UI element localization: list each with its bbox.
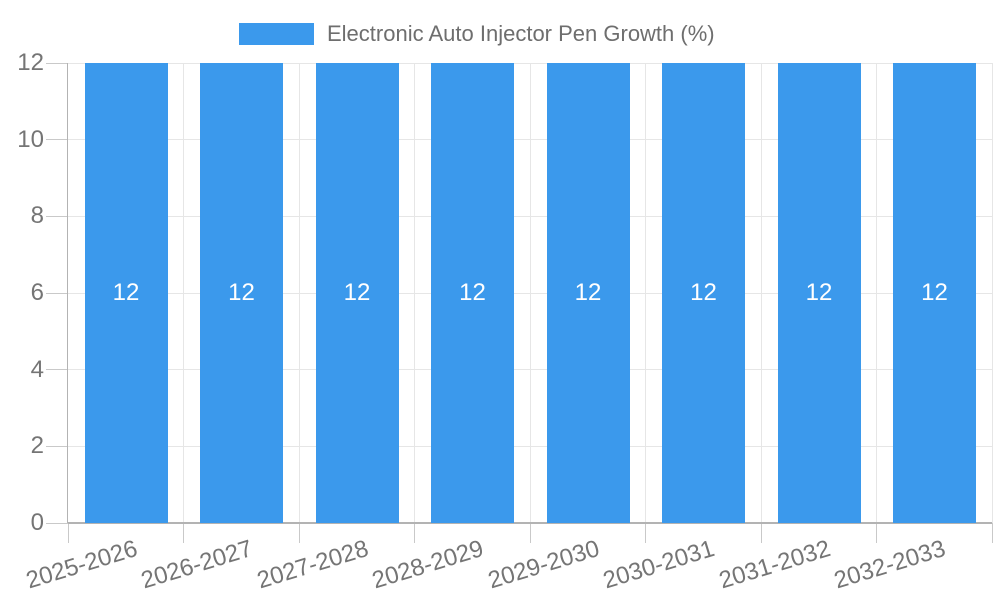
gridline-x: [298, 63, 300, 523]
x-axis-tick: [414, 523, 415, 543]
y-axis-tick-label: 2: [30, 432, 44, 460]
bar-value-label: 12: [690, 279, 717, 306]
x-axis-tick: [991, 523, 993, 543]
y-axis-tick-label: 0: [30, 509, 44, 536]
x-axis-tick: [876, 523, 877, 543]
bar-value-label: 12: [228, 279, 255, 306]
legend-swatch[interactable]: [239, 23, 314, 45]
y-axis-tick-label: 8: [30, 202, 44, 230]
gridline-x: [529, 63, 531, 523]
x-axis-tick: [645, 523, 646, 543]
bar-2026-2027[interactable]: [200, 63, 283, 523]
y-axis-tick: [46, 62, 68, 64]
x-axis-line: [68, 522, 992, 524]
y-axis-tick-label: 10: [17, 125, 44, 153]
bar-2032-2033[interactable]: [893, 63, 976, 523]
y-axis-line: [67, 63, 68, 523]
x-axis-tick: [67, 523, 69, 543]
legend-label[interactable]: Electronic Auto Injector Pen Growth (%): [327, 21, 715, 46]
y-axis-tick-label: 4: [30, 355, 44, 383]
bar-2025-2026[interactable]: [84, 63, 168, 523]
gridline-x: [991, 63, 993, 523]
bar-value-label: 12: [574, 279, 602, 306]
gridline-x: [876, 63, 877, 523]
y-axis-tick: [46, 522, 68, 524]
bar-2031-2032[interactable]: [777, 63, 861, 523]
y-axis-tick: [46, 139, 68, 141]
x-axis-tick: [529, 523, 531, 543]
y-axis-tick: [46, 369, 68, 371]
bar-value-label: 12: [112, 279, 140, 306]
x-axis-tick: [183, 523, 184, 543]
bar-2028-2029[interactable]: [431, 63, 514, 523]
x-axis-tick: [760, 523, 762, 543]
y-axis-tick: [46, 445, 68, 447]
gridline-x: [760, 63, 762, 523]
y-axis-tick-label: 12: [17, 49, 44, 76]
bar-2029-2030[interactable]: [546, 63, 630, 523]
y-axis-tick: [46, 215, 68, 217]
x-axis-tick: [298, 523, 300, 543]
bar-value-label: 12: [343, 279, 371, 306]
y-axis-tick: [46, 292, 68, 294]
y-axis-tick-label: 6: [30, 279, 44, 306]
gridline-x: [183, 63, 184, 523]
bar-value-label: 12: [459, 279, 486, 306]
gridline-x: [414, 63, 415, 523]
gridline-x: [645, 63, 646, 523]
bar-value-label: 12: [805, 279, 833, 306]
bar-value-label: 12: [921, 279, 948, 306]
bar-2027-2028[interactable]: [315, 63, 399, 523]
bar-2030-2031[interactable]: [662, 63, 745, 523]
